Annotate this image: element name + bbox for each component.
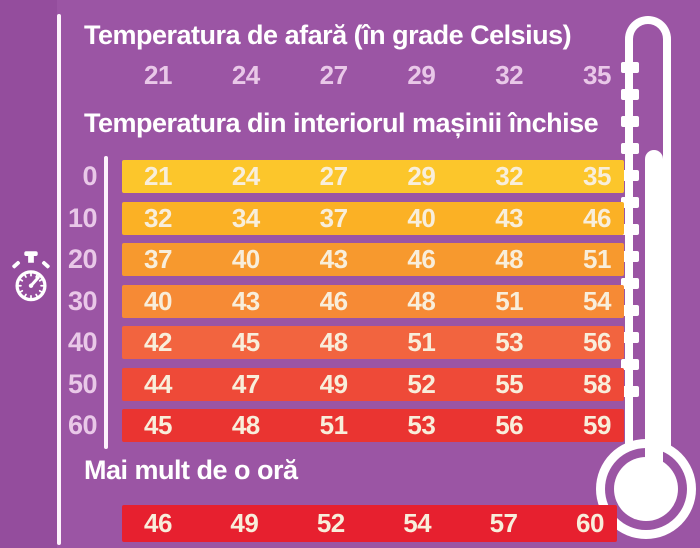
outside-temp-value: 32	[495, 59, 524, 90]
temperature-bar: 42 45 48 51 53 56	[122, 326, 624, 359]
more-than-hour-bar: 46 49 52 54 57 60	[122, 505, 617, 542]
cell-value: 56	[583, 327, 611, 357]
cell-value: 55	[495, 368, 524, 399]
outside-temperature-title: Temperatura de afară (în grade Celsius)	[84, 20, 572, 50]
cell-value: 54	[583, 285, 611, 316]
temperature-bar: 37 40 43 46 48 51	[122, 243, 624, 276]
cell-value: 51	[407, 327, 436, 357]
more-than-hour-title: Mai mult de o oră	[84, 455, 298, 485]
cell-value: 46	[583, 202, 611, 233]
cell-value: 56	[495, 410, 524, 440]
cell-value: 27	[319, 161, 348, 191]
cell-value: 52	[316, 508, 345, 538]
outside-temp-value: 24	[231, 59, 260, 90]
temperature-bar: 21 24 27 29 32 35	[122, 160, 624, 193]
outside-temp-value: 27	[319, 59, 348, 90]
minutes-label: 30	[67, 285, 98, 316]
outside-temp-value: 29	[407, 59, 436, 90]
cell-value: 48	[319, 327, 348, 357]
temperature-table: 0 21 24 27 29 32 35 10 32 34 37 40 43 46…	[0, 160, 624, 442]
cell-value: 48	[231, 410, 260, 440]
left-margin-strip	[0, 0, 57, 548]
vertical-divider-line	[57, 14, 61, 545]
minutes-label: 50	[67, 368, 98, 399]
cell-value: 53	[495, 327, 524, 357]
cell-value: 40	[144, 285, 172, 316]
temperature-bar: 45 48 51 53 56 59	[122, 409, 624, 442]
cell-value: 43	[495, 202, 524, 233]
minutes-label: 40	[67, 327, 98, 357]
cell-value: 48	[495, 244, 524, 274]
cell-value: 29	[407, 161, 436, 191]
cell-value: 32	[144, 202, 172, 233]
table-row: 40 42 45 48 51 53 56	[0, 326, 624, 359]
cell-value: 60	[575, 508, 604, 538]
cell-value: 40	[231, 244, 260, 274]
minutes-label: 60	[67, 410, 98, 440]
cell-value: 49	[319, 368, 348, 399]
table-row: 30 40 43 46 48 51 54	[0, 284, 624, 318]
cell-value: 37	[319, 202, 348, 233]
cell-value: 45	[144, 410, 172, 440]
inside-temperature-title: Temperatura din interiorul mașinii închi…	[84, 108, 599, 138]
cell-value: 21	[144, 161, 172, 191]
outside-temperature-values: 21 24 27 29 32 35	[122, 60, 624, 90]
minutes-divider-line	[104, 156, 108, 449]
cell-value: 46	[144, 508, 172, 538]
cell-value: 59	[583, 410, 611, 440]
cell-value: 46	[319, 285, 348, 316]
cell-value: 51	[319, 410, 348, 440]
cell-value: 46	[407, 244, 436, 274]
cell-value: 32	[495, 161, 524, 191]
cell-value: 43	[231, 285, 260, 316]
cell-value: 54	[403, 508, 432, 538]
cell-value: 58	[583, 368, 611, 399]
cell-value: 49	[230, 508, 259, 538]
stopwatch-icon	[12, 251, 50, 302]
cell-value: 24	[231, 161, 260, 191]
cell-value: 43	[319, 244, 348, 274]
cell-value: 47	[231, 368, 260, 399]
minutes-label: 20	[67, 244, 98, 274]
temperature-bar: 40 43 46 48 51 54	[122, 284, 624, 318]
table-row: 20 37 40 43 46 48 51	[0, 243, 624, 276]
minutes-label: 10	[67, 202, 98, 233]
table-row: 10 32 34 37 40 43 46	[0, 201, 624, 235]
cell-value: 44	[144, 368, 172, 399]
cell-value: 53	[407, 410, 436, 440]
cell-value: 48	[407, 285, 436, 316]
cell-value: 37	[144, 244, 172, 274]
outside-temp-value: 21	[144, 59, 172, 90]
cell-value: 42	[144, 327, 172, 357]
cell-value: 35	[583, 161, 611, 191]
minutes-label: 0	[82, 161, 97, 191]
temperature-bar: 44 47 49 52 55 58	[122, 367, 624, 401]
cell-value: 40	[407, 202, 436, 233]
cell-value: 57	[489, 508, 518, 538]
cell-value: 51	[583, 244, 611, 274]
cell-value: 52	[407, 368, 436, 399]
cell-value: 51	[495, 285, 524, 316]
outside-temp-value: 35	[583, 59, 611, 90]
temperature-bar: 32 34 37 40 43 46	[122, 201, 624, 235]
cell-value: 45	[231, 327, 260, 357]
table-row: 0 21 24 27 29 32 35	[0, 160, 624, 193]
cell-value: 34	[231, 202, 260, 233]
table-row: 50 44 47 49 52 55 58	[0, 367, 624, 401]
thermometer-icon	[596, 16, 696, 539]
table-row: 60 45 48 51 53 56 59	[0, 409, 624, 442]
